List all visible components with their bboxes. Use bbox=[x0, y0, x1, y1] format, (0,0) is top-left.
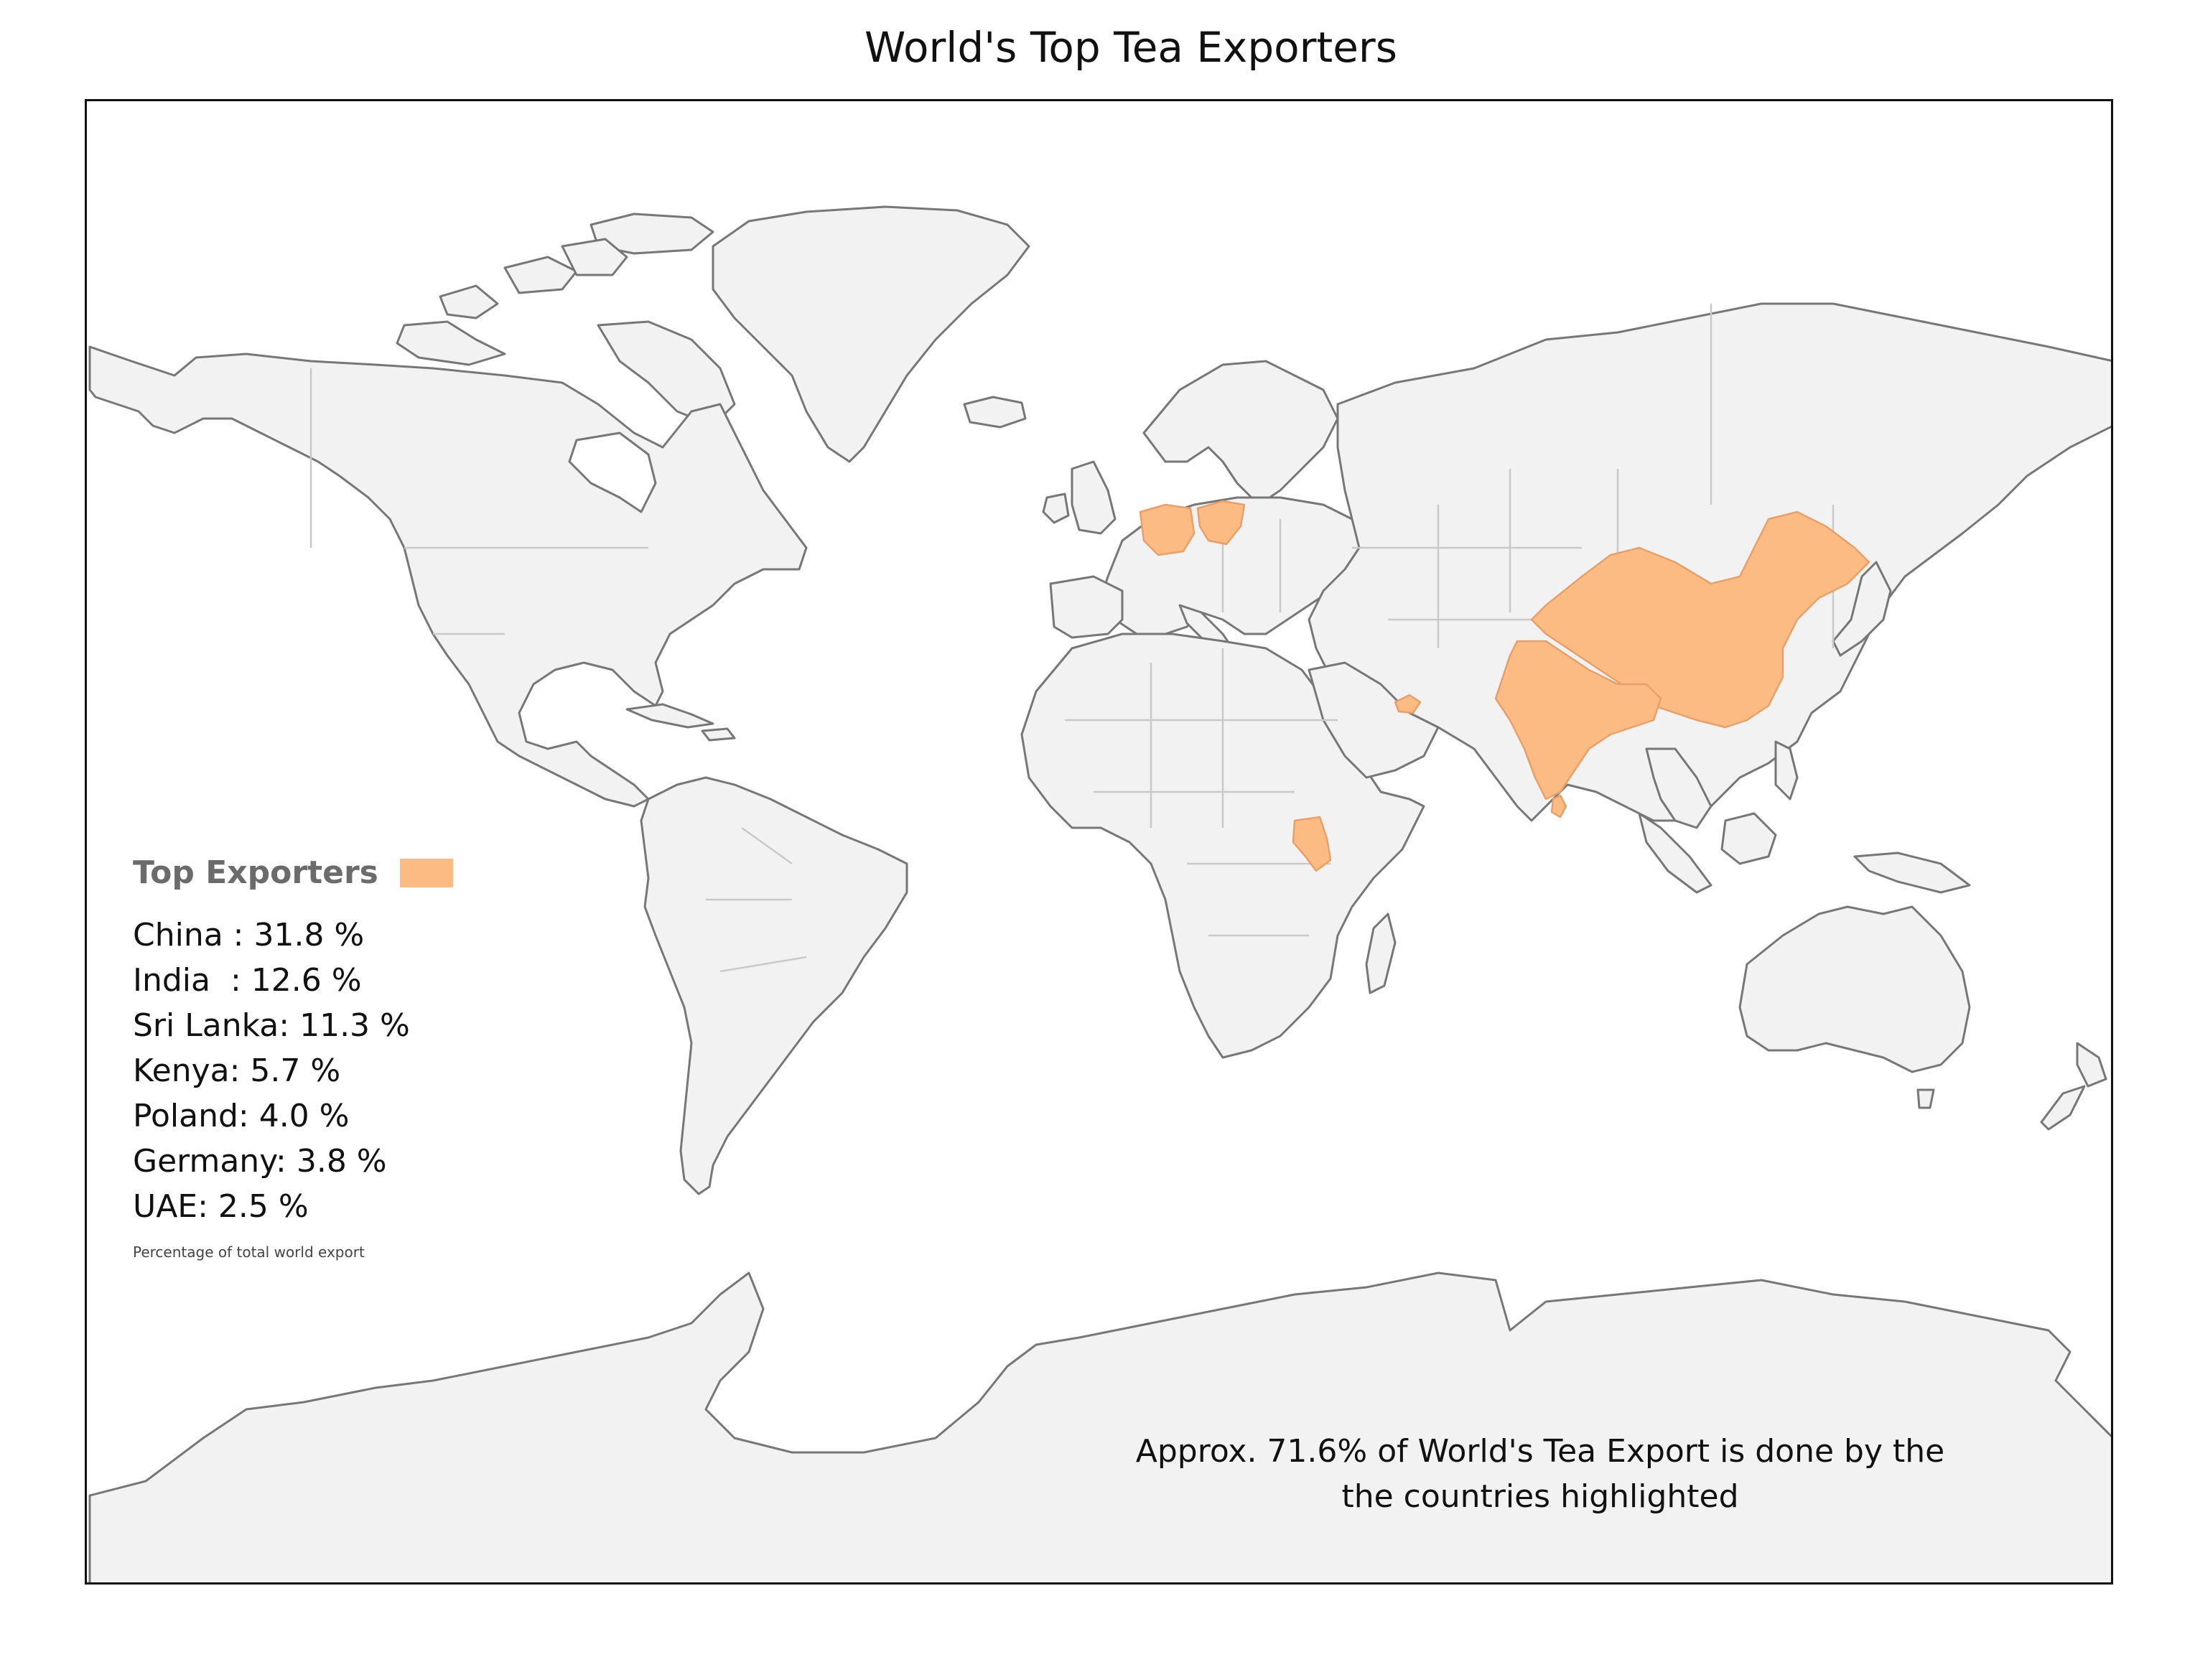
arctic-island-4 bbox=[439, 284, 499, 319]
legend: Top Exporters China : 31.8 % India : 12.… bbox=[133, 854, 453, 1261]
legend-item-uae: UAE: 2.5 % bbox=[133, 1188, 309, 1225]
africa bbox=[1020, 633, 1425, 1059]
antarctica bbox=[88, 1271, 2111, 1582]
arctic-island-2 bbox=[503, 256, 578, 294]
world-map bbox=[88, 205, 2111, 1582]
iberia bbox=[1049, 575, 1124, 639]
legend-title: Top Exporters bbox=[133, 854, 378, 891]
arctic-island-5 bbox=[396, 320, 506, 366]
borneo bbox=[1720, 812, 1777, 865]
sumatra bbox=[1638, 812, 1712, 894]
country-germany bbox=[1139, 503, 1196, 556]
madagascar bbox=[1365, 913, 1397, 994]
philippines bbox=[1774, 740, 1799, 801]
legend-swatch bbox=[399, 858, 453, 887]
new-zealand-north bbox=[2076, 1042, 2107, 1088]
country-uae bbox=[1394, 694, 1422, 714]
hudson-bay-water bbox=[568, 431, 657, 513]
legend-header: Top Exporters bbox=[133, 854, 453, 891]
legend-item-kenya: Kenya: 5.7 % bbox=[133, 1053, 341, 1089]
legend-items: China : 31.8 % India : 12.6 % Sri Lanka:… bbox=[133, 913, 453, 1229]
great-britain bbox=[1071, 460, 1117, 535]
hispaniola bbox=[701, 727, 736, 742]
summary-annotation: Approx. 71.6% of World's Tea Export is d… bbox=[1091, 1429, 1989, 1519]
iceland bbox=[963, 396, 1027, 429]
legend-item-germany: Germany: 3.8 % bbox=[133, 1143, 387, 1180]
australia bbox=[1738, 905, 1971, 1073]
arabia bbox=[1308, 661, 1440, 779]
greenland bbox=[712, 205, 1030, 463]
north-america bbox=[88, 345, 808, 808]
map-frame bbox=[85, 99, 2113, 1585]
legend-item-china: China : 31.8 % bbox=[133, 917, 365, 953]
arctic-island-3 bbox=[561, 238, 628, 276]
map-title: World's Top Tea Exporters bbox=[865, 23, 1397, 72]
country-india bbox=[1494, 640, 1662, 801]
country-kenya bbox=[1292, 816, 1332, 872]
legend-note: Percentage of total world export bbox=[133, 1243, 365, 1261]
country-poland bbox=[1196, 500, 1246, 546]
country-sri-lanka bbox=[1550, 794, 1567, 818]
indochina bbox=[1645, 747, 1712, 829]
cuba bbox=[625, 703, 714, 729]
annotation-line-1: Approx. 71.6% of World's Tea Export is d… bbox=[1135, 1433, 1945, 1470]
country-borders bbox=[309, 304, 1835, 973]
legend-item-poland: Poland: 4.0 % bbox=[133, 1098, 350, 1134]
japan bbox=[1832, 561, 1892, 657]
tasmania bbox=[1916, 1088, 1935, 1109]
scandinavia bbox=[1142, 360, 1339, 506]
ireland bbox=[1042, 493, 1070, 524]
new-guinea bbox=[1853, 851, 1971, 894]
country-china bbox=[1530, 510, 1870, 729]
annotation-line-2: the countries highlighted bbox=[1341, 1478, 1739, 1515]
south-america bbox=[640, 776, 908, 1195]
new-zealand-south bbox=[2040, 1085, 2086, 1131]
legend-item-sri-lanka: Sri Lanka: 11.3 % bbox=[133, 1007, 410, 1044]
legend-item-india: India : 12.6 % bbox=[133, 962, 362, 999]
